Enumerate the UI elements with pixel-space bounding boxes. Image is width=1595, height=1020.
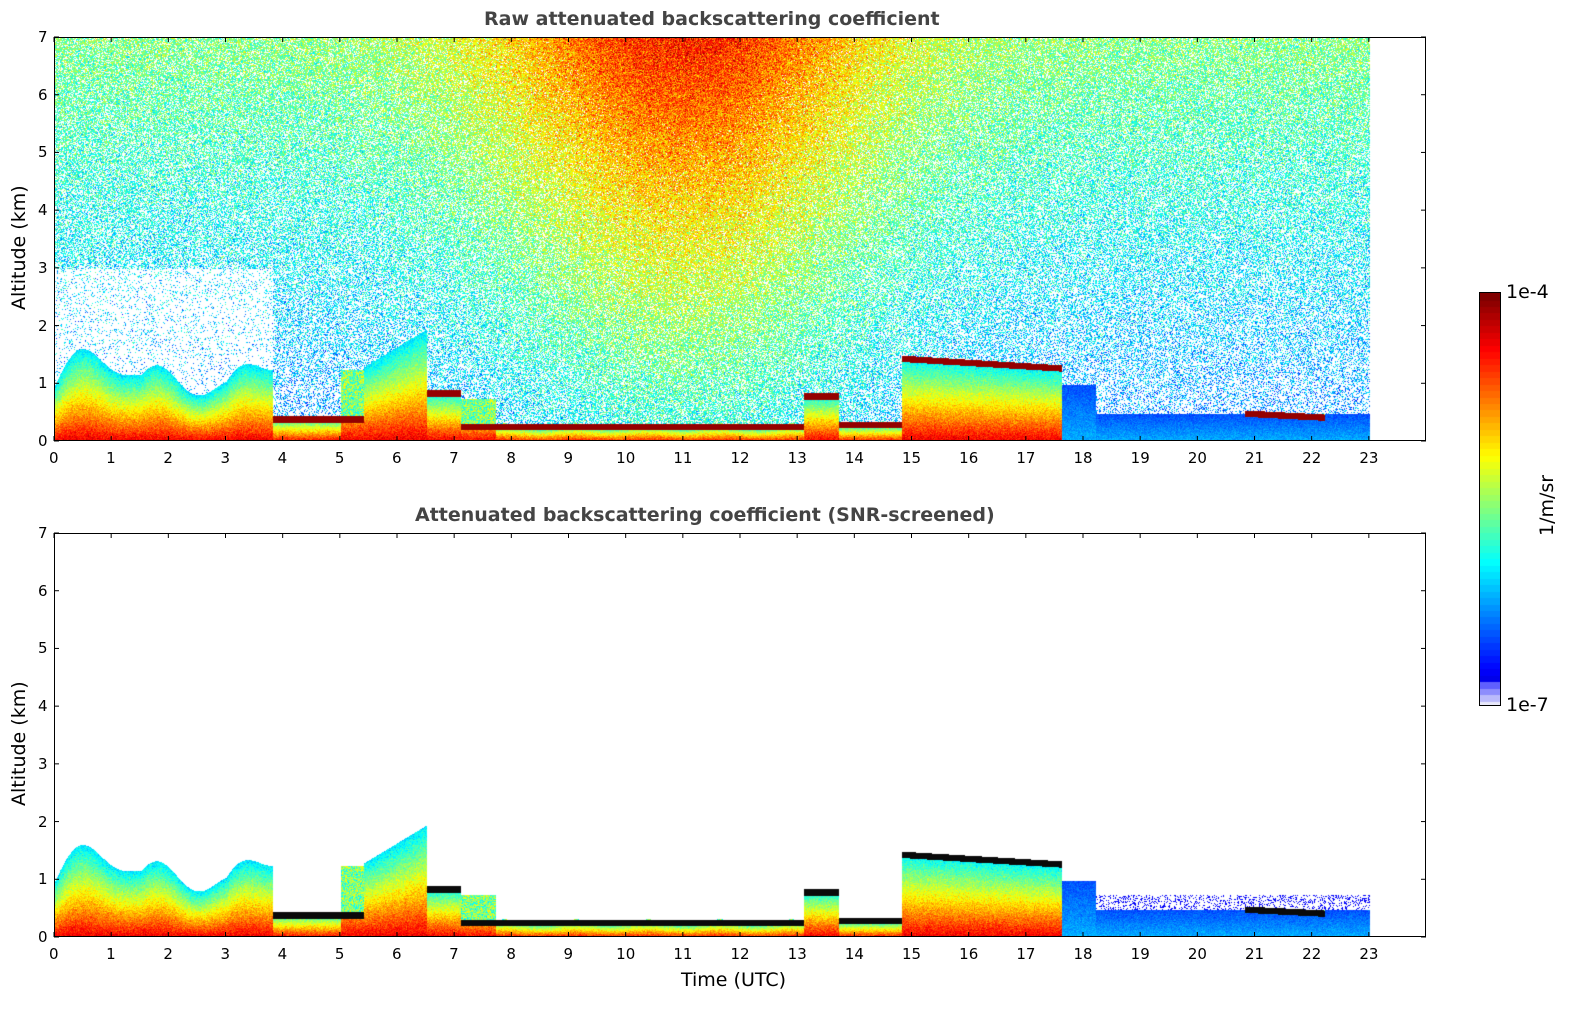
- top-x-tick-label: 5: [334, 449, 345, 467]
- top-y-tick-label: 7: [38, 28, 48, 46]
- colorbar-max-label: 1e-4: [1506, 281, 1549, 303]
- top-x-tick-label: 7: [449, 449, 459, 467]
- bot-x-tick-label: 20: [1187, 945, 1207, 963]
- top-x-tick-label: 16: [959, 449, 979, 467]
- top-x-tick-label: 8: [506, 449, 516, 467]
- bot-x-tick-label: 21: [1245, 945, 1265, 963]
- bot-x-tick-label: 18: [1073, 945, 1093, 963]
- top-x-tick-label: 18: [1073, 449, 1093, 467]
- bot-x-tick-label: 10: [616, 945, 636, 963]
- bot-x-tick-label: 7: [449, 945, 459, 963]
- top-x-tick-label: 6: [392, 449, 402, 467]
- bot-x-tick-label: 12: [730, 945, 750, 963]
- top-y-tick-label: 5: [38, 143, 48, 162]
- colorbar-min-label: 1e-7: [1506, 694, 1549, 716]
- bot-x-tick-label: 11: [673, 945, 693, 963]
- top-x-tick-label: 21: [1245, 449, 1265, 467]
- bot-x-tick-label: 16: [959, 945, 979, 963]
- bot-y-tick-label: 1: [38, 870, 48, 889]
- bot-x-tick-label: 2: [163, 945, 173, 963]
- bot-x-tick-label: 3: [220, 945, 231, 963]
- top-x-tick-label: 22: [1302, 449, 1322, 467]
- bot-y-tick-label: 5: [38, 639, 48, 658]
- bot-y-tick-label: 6: [38, 581, 48, 600]
- top-x-tick-label: 19: [1130, 449, 1150, 467]
- top-x-tick-label: 11: [673, 449, 693, 467]
- screened-backscatter-plot: [54, 533, 1426, 937]
- bot-x-tick-label: 14: [844, 945, 864, 963]
- top-x-tick-label: 1: [106, 449, 116, 467]
- top-x-tick-label: 14: [844, 449, 864, 467]
- top-y-tick-label: 1: [38, 374, 48, 393]
- screened-backscatter-heatmap: [55, 534, 1425, 936]
- bot-x-tick-label: 9: [563, 945, 574, 963]
- bot-y-tick-label: 0: [38, 928, 48, 946]
- top-x-tick-label: 20: [1187, 449, 1207, 467]
- top-x-tick-label: 4: [277, 449, 288, 467]
- top-panel-title: Raw attenuated backscattering coefficien…: [484, 8, 940, 30]
- bot-y-tick-label: 7: [38, 524, 48, 542]
- top-y-tick-label: 4: [38, 201, 48, 220]
- top-x-tick-label: 3: [220, 449, 231, 467]
- top-x-tick-label: 17: [1016, 449, 1036, 467]
- x-axis-label: Time (UTC): [681, 969, 787, 991]
- bot-x-tick-label: 22: [1302, 945, 1322, 963]
- bot-x-tick-label: 13: [787, 945, 807, 963]
- bot-y-tick-label: 4: [38, 697, 48, 716]
- bot-x-tick-label: 0: [49, 945, 59, 963]
- top-x-tick-label: 13: [787, 449, 807, 467]
- bot-x-tick-label: 4: [277, 945, 288, 963]
- top-x-tick-label: 12: [730, 449, 750, 467]
- bot-y-tick-label: 3: [38, 754, 48, 773]
- raw-backscatter-plot: [54, 37, 1426, 441]
- top-x-tick-label: 15: [902, 449, 922, 467]
- bot-x-tick-label: 1: [106, 945, 116, 963]
- colorbar-unit-label: 1/m/sr: [1536, 474, 1558, 536]
- bot-x-tick-label: 15: [902, 945, 922, 963]
- top-y-tick-label: 0: [38, 432, 48, 450]
- bot-x-tick-label: 17: [1016, 945, 1036, 963]
- raw-backscatter-heatmap: [55, 38, 1425, 440]
- bot-x-tick-label: 8: [506, 945, 516, 963]
- top-x-tick-label: 2: [163, 449, 173, 467]
- bot-x-tick-label: 23: [1359, 945, 1379, 963]
- colorbar: [1479, 292, 1501, 706]
- top-y-tick-label: 2: [38, 316, 48, 335]
- bot-x-tick-label: 6: [392, 945, 402, 963]
- top-x-tick-label: 23: [1359, 449, 1379, 467]
- top-x-tick-label: 10: [616, 449, 636, 467]
- top-x-tick-label: 9: [563, 449, 574, 467]
- top-y-tick-label: 3: [38, 258, 48, 277]
- top-y-tick-label: 6: [38, 85, 48, 104]
- bottom-panel-title: Attenuated backscattering coefficient (S…: [415, 504, 995, 526]
- top-x-tick-label: 0: [49, 449, 59, 467]
- bot-x-tick-label: 5: [334, 945, 345, 963]
- bot-x-tick-label: 19: [1130, 945, 1150, 963]
- bot-y-tick-label: 2: [38, 812, 48, 831]
- colorbar-gradient: [1480, 293, 1500, 705]
